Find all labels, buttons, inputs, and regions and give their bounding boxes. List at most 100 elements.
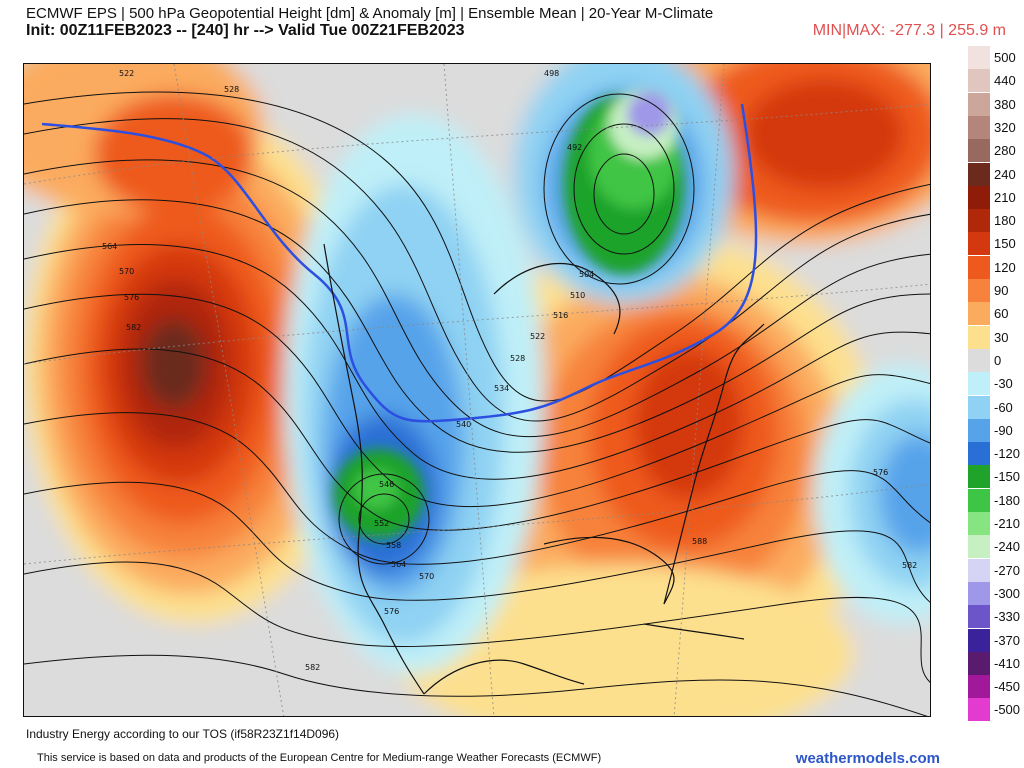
contour-label: 582: [126, 323, 141, 332]
contour-label: 504: [579, 270, 594, 279]
legend-label: -90: [994, 422, 1013, 438]
anomaly-map: 522 528 564 570 576 582 498 492 504 510 …: [23, 63, 931, 717]
contour-label: 576: [384, 607, 399, 616]
legend-swatch: [968, 325, 990, 349]
legend-label: 180: [994, 213, 1016, 229]
contour-label: 570: [119, 267, 134, 276]
contour-label: 540: [456, 420, 471, 429]
legend-item: 0: [968, 348, 1024, 372]
legend-item: 120: [968, 255, 1024, 279]
legend-swatch: [968, 46, 990, 69]
legend-swatch: [968, 675, 990, 699]
map-canvas: 522 528 564 570 576 582 498 492 504 510 …: [24, 64, 930, 716]
legend-item: -450: [968, 675, 1024, 699]
legend-label: -240: [994, 539, 1021, 555]
legend-label: 320: [994, 119, 1016, 135]
legend-item: 500: [968, 46, 1024, 69]
legend-label: 150: [994, 236, 1016, 252]
legend-swatch: [968, 302, 990, 326]
brand-link[interactable]: weathermodels.com: [795, 750, 940, 767]
graticule: [24, 64, 930, 716]
legend-item: 440: [968, 69, 1024, 93]
legend-item: 380: [968, 92, 1024, 116]
legend-item: 30: [968, 325, 1024, 349]
legend-item: -330: [968, 605, 1024, 629]
legend-label: 440: [994, 73, 1016, 89]
legend-label: -180: [994, 492, 1021, 508]
legend-item: -60: [968, 395, 1024, 419]
legend-swatch: [968, 698, 990, 722]
legend-swatch: [968, 279, 990, 302]
legend-label: -120: [994, 446, 1021, 462]
contour-label: 576: [873, 468, 888, 477]
anomaly-color-legend: 500 440 380 320 280 240 210 180 150 120 90 60 30 0 -30…: [968, 46, 1024, 722]
legend-item: -500: [968, 698, 1024, 722]
legend-item: 320: [968, 115, 1024, 139]
contour-label: 522: [119, 69, 134, 78]
contour-labels: 522 528 564 570 576 582 498 492 504 510 …: [102, 69, 917, 672]
init-valid-time: Init: 00Z11FEB2023 -- [240] hr --> Valid…: [26, 22, 465, 39]
legend-swatch: [968, 395, 990, 419]
legend-item: 280: [968, 139, 1024, 163]
legend-swatch: [968, 92, 990, 116]
anomaly-field: [24, 64, 930, 716]
legend-swatch: [968, 348, 990, 372]
legend-swatch: [968, 558, 990, 582]
legend-item: -210: [968, 512, 1024, 535]
contour-label: 546: [379, 480, 394, 489]
legend-swatch: [968, 115, 990, 139]
legend-item: 60: [968, 302, 1024, 326]
contour-label: 576: [124, 293, 139, 302]
legend-swatch: [968, 232, 990, 256]
height-contours: [24, 91, 930, 716]
legend-label: 210: [994, 189, 1016, 205]
legend-item: -270: [968, 558, 1024, 582]
legend-label: -150: [994, 469, 1021, 485]
legend-swatch: [968, 209, 990, 233]
legend-label: 500: [994, 50, 1016, 65]
legend-swatch: [968, 442, 990, 466]
legend-label: -270: [994, 562, 1021, 578]
attribution-text: This service is based on data and produc…: [37, 752, 602, 764]
contour-label: 564: [391, 560, 406, 569]
chart-title: ECMWF EPS | 500 hPa Geopotential Height …: [26, 5, 714, 22]
dm-540-line: [41, 103, 758, 423]
legend-label: 120: [994, 259, 1016, 275]
legend-swatch: [968, 418, 990, 442]
contour-label: 498: [544, 69, 559, 78]
legend-label: 380: [994, 96, 1016, 112]
contour-label: 582: [902, 561, 917, 570]
legend-label: 60: [994, 306, 1009, 322]
legend-item: 90: [968, 279, 1024, 302]
legend-label: -410: [994, 655, 1021, 671]
legend-swatch: [968, 535, 990, 559]
license-text: Industry Energy according to our TOS (if…: [26, 727, 340, 741]
contour-label: 516: [553, 311, 568, 320]
legend-label: 280: [994, 143, 1016, 159]
legend-swatch: [968, 581, 990, 605]
legend-label: -500: [994, 702, 1021, 718]
legend-swatch: [968, 628, 990, 652]
legend-item: 180: [968, 209, 1024, 233]
contour-label: 552: [374, 519, 389, 528]
legend-item: 240: [968, 162, 1024, 186]
legend-swatch: [968, 185, 990, 209]
legend-swatch: [968, 605, 990, 629]
legend-label: -30: [994, 376, 1013, 392]
legend-item: -370: [968, 628, 1024, 652]
legend-label: 30: [994, 329, 1009, 345]
legend-swatch: [968, 372, 990, 396]
legend-item: -180: [968, 488, 1024, 512]
legend-swatch: [968, 465, 990, 489]
contour-label: 570: [419, 572, 434, 581]
legend-item: -300: [968, 581, 1024, 605]
min-max-readout: MIN|MAX: -277.3 | 255.9 m: [812, 22, 1006, 39]
legend-item: -120: [968, 442, 1024, 466]
coastlines: [323, 243, 765, 695]
legend-item: -30: [968, 372, 1024, 396]
contour-label: 510: [570, 291, 585, 300]
legend-swatch: [968, 255, 990, 279]
legend-item: 150: [968, 232, 1024, 256]
contour-label: 534: [494, 384, 509, 393]
contour-label: 522: [530, 332, 545, 341]
